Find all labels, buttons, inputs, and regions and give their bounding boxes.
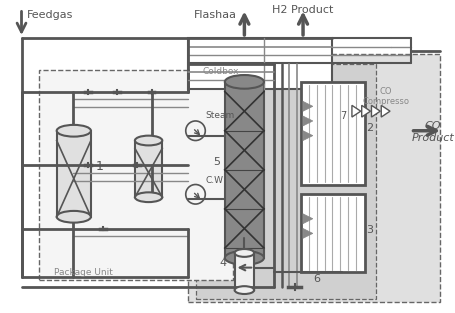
- Ellipse shape: [234, 286, 253, 294]
- Text: Flashaa: Flashaa: [193, 10, 236, 20]
- Bar: [187, 38, 332, 89]
- Bar: [56, 131, 91, 217]
- Text: Feedgas: Feedgas: [26, 10, 73, 20]
- Polygon shape: [303, 214, 312, 223]
- Ellipse shape: [234, 249, 253, 257]
- Text: Steam: Steam: [205, 111, 234, 120]
- Text: 6: 6: [312, 274, 319, 284]
- Text: 3: 3: [366, 225, 373, 235]
- Text: 5: 5: [212, 157, 220, 167]
- Ellipse shape: [135, 136, 162, 146]
- Bar: [300, 194, 364, 273]
- Polygon shape: [361, 105, 370, 117]
- Bar: [300, 82, 364, 184]
- Ellipse shape: [135, 192, 162, 202]
- Text: Package Unit: Package Unit: [54, 269, 112, 277]
- Polygon shape: [380, 105, 389, 117]
- Polygon shape: [303, 131, 312, 141]
- Text: 4: 4: [218, 258, 226, 268]
- Ellipse shape: [224, 75, 263, 89]
- Text: Coldbox: Coldbox: [202, 67, 238, 76]
- Text: 7: 7: [339, 111, 346, 121]
- Text: 1: 1: [96, 160, 103, 173]
- Bar: [39, 70, 232, 280]
- Polygon shape: [371, 105, 379, 117]
- Ellipse shape: [56, 211, 91, 223]
- Polygon shape: [351, 105, 360, 117]
- Bar: [195, 64, 375, 299]
- Bar: [187, 54, 439, 302]
- Polygon shape: [303, 101, 312, 111]
- Text: CO
Compresso: CO Compresso: [362, 87, 409, 106]
- Polygon shape: [303, 228, 312, 238]
- Ellipse shape: [224, 251, 263, 265]
- Text: 2: 2: [366, 123, 373, 133]
- Bar: [135, 141, 162, 197]
- Polygon shape: [303, 116, 312, 126]
- Bar: [234, 253, 253, 290]
- Text: H2 Product: H2 Product: [272, 5, 333, 15]
- Bar: [224, 82, 263, 258]
- Text: CO: CO: [424, 121, 440, 131]
- Text: Product: Product: [411, 132, 454, 142]
- Ellipse shape: [56, 125, 91, 136]
- Text: C.W: C.W: [205, 176, 223, 185]
